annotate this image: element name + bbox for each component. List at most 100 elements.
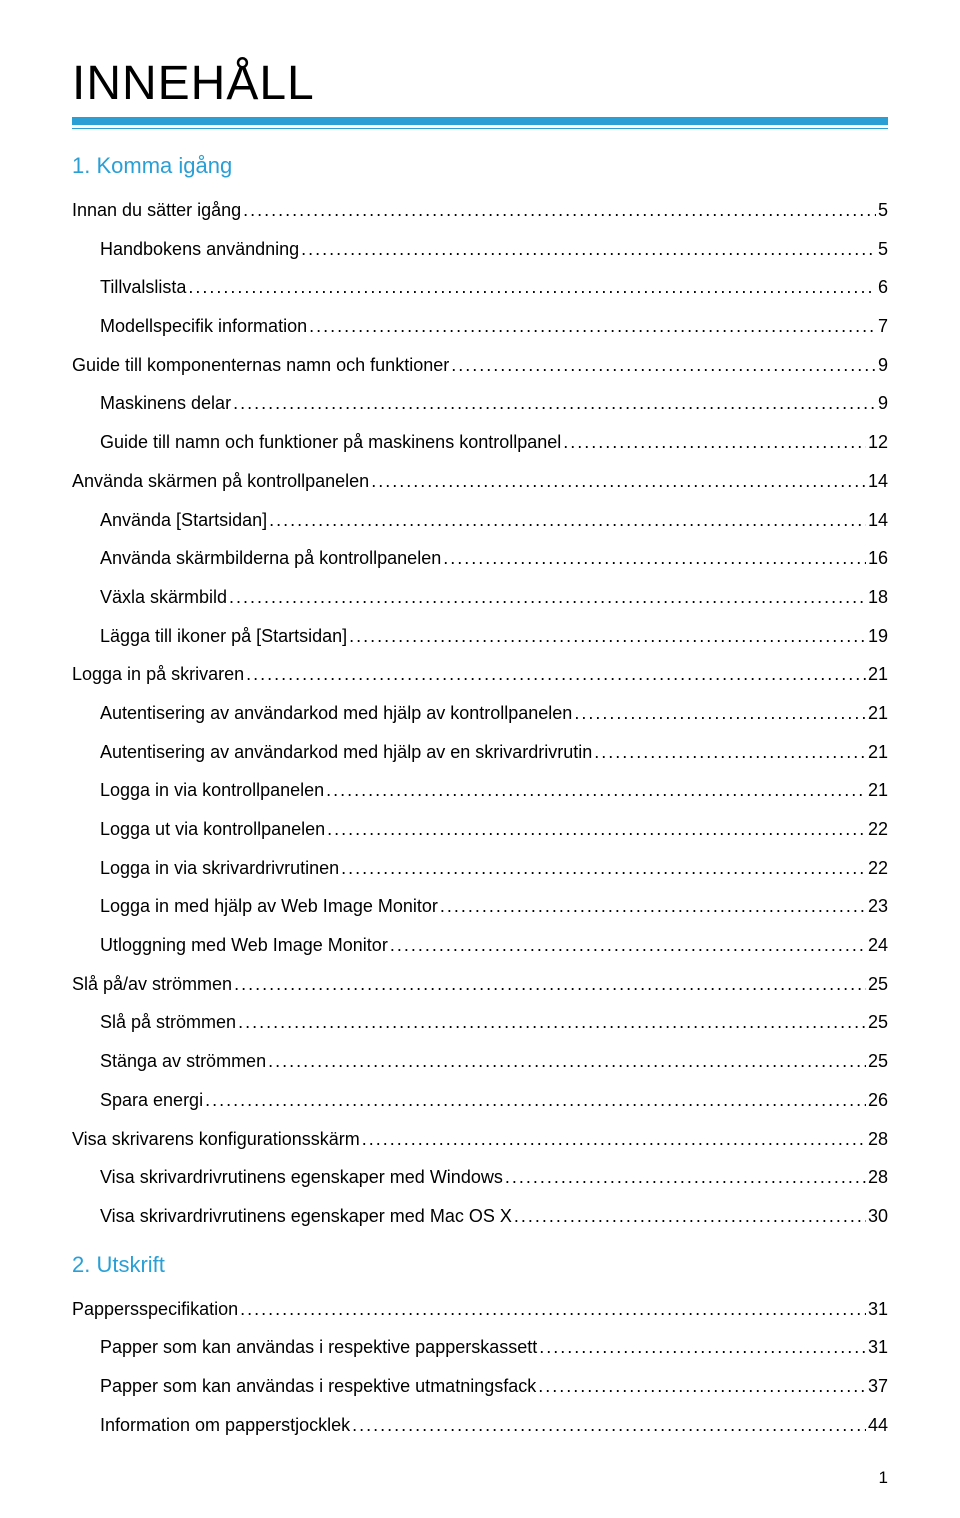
toc-dot-leader	[440, 887, 866, 926]
toc-entry[interactable]: Information om papperstjocklek44	[72, 1406, 888, 1445]
toc-dot-leader	[574, 694, 866, 733]
toc-entry[interactable]: Använda [Startsidan] 14	[72, 501, 888, 540]
toc-entry[interactable]: Papper som kan användas i respektive utm…	[72, 1367, 888, 1406]
toc-entry-page: 21	[866, 733, 888, 772]
toc-entry-label: Logga in på skrivaren	[72, 655, 246, 694]
toc-entry-label: Innan du sätter igång	[72, 191, 243, 230]
toc-entry-label: Guide till namn och funktioner på maskin…	[100, 423, 563, 462]
toc-entry-page: 23	[866, 887, 888, 926]
toc-entry-page: 14	[866, 462, 888, 501]
toc-entry[interactable]: Innan du sätter igång 5	[72, 191, 888, 230]
toc-entry[interactable]: Slå på strömmen 25	[72, 1003, 888, 1042]
toc-entry[interactable]: Logga ut via kontrollpanelen22	[72, 810, 888, 849]
toc-dot-leader	[240, 1290, 866, 1329]
toc-entry-page: 12	[866, 423, 888, 462]
toc-entry-page: 5	[876, 191, 888, 230]
toc-entry[interactable]: Växla skärmbild18	[72, 578, 888, 617]
toc-entry[interactable]: Tillvalslista6	[72, 268, 888, 307]
toc-entry-label: Guide till komponenternas namn och funkt…	[72, 346, 451, 385]
toc-entry-page: 30	[866, 1197, 888, 1236]
toc-dot-leader	[371, 462, 866, 501]
toc-entry-label: Papper som kan användas i respektive pap…	[100, 1328, 539, 1367]
toc-entry-label: Använda skärmbilderna på kontrollpanelen	[100, 539, 443, 578]
section-heading: 1. Komma igång	[72, 153, 888, 179]
toc-dot-leader	[246, 655, 866, 694]
toc-entry-label: Handbokens användning	[100, 230, 301, 269]
toc-entry[interactable]: Spara energi26	[72, 1081, 888, 1120]
toc-dot-leader	[243, 191, 876, 230]
toc-entry-page: 18	[866, 578, 888, 617]
toc-entry-page: 9	[876, 346, 888, 385]
toc-entry-label: Slå på strömmen	[100, 1003, 238, 1042]
toc-entry[interactable]: Guide till namn och funktioner på maskin…	[72, 423, 888, 462]
toc-entry[interactable]: Handbokens användning5	[72, 230, 888, 269]
toc-entry-page: 31	[866, 1290, 888, 1329]
toc-dot-leader	[238, 1003, 866, 1042]
section-heading: 2. Utskrift	[72, 1252, 888, 1278]
toc-entry[interactable]: Visa skrivardrivrutinens egenskaper med …	[72, 1197, 888, 1236]
toc-dot-leader	[539, 1328, 866, 1367]
toc-dot-leader	[362, 1120, 866, 1159]
toc-entry-page: 22	[866, 849, 888, 888]
toc-entry-page: 26	[866, 1081, 888, 1120]
toc-entry-page: 21	[866, 771, 888, 810]
toc-entry-label: Logga in via kontrollpanelen	[100, 771, 326, 810]
toc-entry-label: Lägga till ikoner på [Startsidan]	[100, 617, 349, 656]
toc-entry-label: Tillvalslista	[100, 268, 188, 307]
title-underline	[72, 117, 888, 131]
toc-entry[interactable]: Visa skrivardrivrutinens egenskaper med …	[72, 1158, 888, 1197]
toc-entry-page: 7	[876, 307, 888, 346]
toc-dot-leader	[352, 1406, 866, 1445]
toc-entry-label: Logga in via skrivardrivrutinen	[100, 849, 341, 888]
toc-entry[interactable]: Papper som kan användas i respektive pap…	[72, 1328, 888, 1367]
toc-entry[interactable]: Logga in via kontrollpanelen 21	[72, 771, 888, 810]
toc-entry[interactable]: Guide till komponenternas namn och funkt…	[72, 346, 888, 385]
toc-entry[interactable]: Logga in på skrivaren21	[72, 655, 888, 694]
toc-entry[interactable]: Utloggning med Web Image Monitor24	[72, 926, 888, 965]
toc-entry-label: Använda skärmen på kontrollpanelen	[72, 462, 371, 501]
toc-dot-leader	[326, 771, 866, 810]
toc-entry-page: 25	[866, 965, 888, 1004]
toc-entry[interactable]: Autentisering av användarkod med hjälp a…	[72, 733, 888, 772]
toc-dot-leader	[594, 733, 866, 772]
toc-entry-page: 24	[866, 926, 888, 965]
toc-entry-page: 22	[866, 810, 888, 849]
toc-entry-page: 25	[866, 1003, 888, 1042]
document-title: INNEHÅLL	[72, 56, 888, 111]
toc-dot-leader	[301, 230, 876, 269]
toc-entry[interactable]: Logga in via skrivardrivrutinen 22	[72, 849, 888, 888]
toc-entry-label: Visa skrivardrivrutinens egenskaper med …	[100, 1197, 514, 1236]
toc-entry[interactable]: Pappersspecifikation31	[72, 1290, 888, 1329]
toc-dot-leader	[341, 849, 866, 888]
toc-entry-label: Papper som kan användas i respektive utm…	[100, 1367, 538, 1406]
toc-entry-page: 19	[866, 617, 888, 656]
toc-entry-label: Visa skrivarens konfigurationsskärm	[72, 1120, 362, 1159]
toc-entry-label: Logga in med hjälp av Web Image Monitor	[100, 887, 440, 926]
toc-entry[interactable]: Maskinens delar9	[72, 384, 888, 423]
toc-dot-leader	[229, 578, 866, 617]
toc-entry[interactable]: Visa skrivarens konfigurationsskärm28	[72, 1120, 888, 1159]
toc-entry-page: 28	[866, 1158, 888, 1197]
toc-dot-leader	[538, 1367, 866, 1406]
toc-entry-label: Använda [Startsidan]	[100, 501, 269, 540]
toc-entry-label: Autentisering av användarkod med hjälp a…	[100, 733, 594, 772]
toc-entry[interactable]: Modellspecifik information7	[72, 307, 888, 346]
toc-entry[interactable]: Lägga till ikoner på [Startsidan] 19	[72, 617, 888, 656]
toc-entry[interactable]: Stänga av strömmen25	[72, 1042, 888, 1081]
toc-dot-leader	[514, 1197, 866, 1236]
toc-dot-leader	[563, 423, 866, 462]
toc-dot-leader	[349, 617, 866, 656]
toc-entry-page: 21	[866, 694, 888, 733]
toc-entry[interactable]: Autentisering av användarkod med hjälp a…	[72, 694, 888, 733]
toc-dot-leader	[233, 384, 876, 423]
toc-entry-label: Autentisering av användarkod med hjälp a…	[100, 694, 574, 733]
toc-entry[interactable]: Slå på/av strömmen25	[72, 965, 888, 1004]
toc-entry[interactable]: Använda skärmen på kontrollpanelen 14	[72, 462, 888, 501]
toc-entry-page: 25	[866, 1042, 888, 1081]
toc-entry[interactable]: Logga in med hjälp av Web Image Monitor 2…	[72, 887, 888, 926]
toc-dot-leader	[327, 810, 866, 849]
toc-dot-leader	[505, 1158, 866, 1197]
toc-entry-page: 14	[866, 501, 888, 540]
toc-entry-label: Information om papperstjocklek	[100, 1406, 352, 1445]
toc-entry[interactable]: Använda skärmbilderna på kontrollpanelen…	[72, 539, 888, 578]
